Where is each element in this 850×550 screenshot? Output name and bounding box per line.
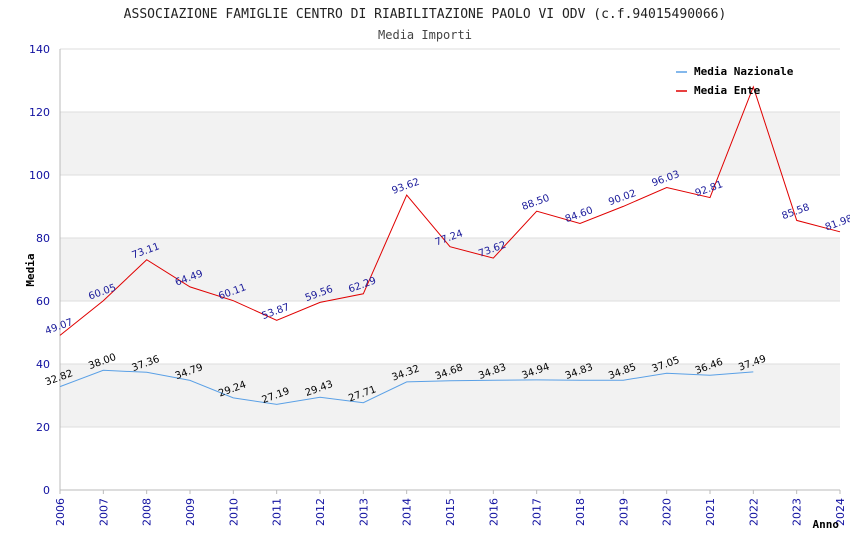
y-tick-label: 100 <box>29 169 50 182</box>
x-tick-label: 2020 <box>661 498 674 526</box>
x-tick-label: 2018 <box>574 498 587 526</box>
y-tick-label: 120 <box>29 106 50 119</box>
plot-band <box>60 238 840 301</box>
x-tick-label: 2021 <box>704 498 717 526</box>
plot-band <box>60 364 840 427</box>
x-tick-label: 2022 <box>747 498 760 526</box>
grid-lines <box>60 48 840 491</box>
plot-bands <box>60 49 840 490</box>
y-axis-ticks: 0 20 40 60 80 100 120 140 <box>29 43 50 497</box>
chart-subtitle: Media Importi <box>378 28 472 42</box>
y-tick-label: 60 <box>36 295 50 308</box>
x-tick-label: 2013 <box>357 498 370 526</box>
plot-band <box>60 175 840 238</box>
plot-band <box>60 49 840 112</box>
series-line-media-nazionale <box>59 369 754 405</box>
plot-band <box>60 112 840 175</box>
x-tick-label: 2014 <box>401 498 414 526</box>
x-tick-label: 2009 <box>184 498 197 526</box>
x-tick-label: 2024 <box>834 498 847 526</box>
x-tick-label: 2015 <box>444 498 457 526</box>
series-layer <box>59 85 841 405</box>
y-tick-label: 20 <box>36 421 50 434</box>
series-line-media-ente <box>59 85 841 336</box>
plot-band <box>60 427 840 490</box>
x-tick-label: 2016 <box>487 498 500 526</box>
y-tick-label: 0 <box>43 484 50 497</box>
plot-band <box>60 301 840 364</box>
y-tick-label: 140 <box>29 43 50 56</box>
legend-label-media-nazionale: Media Nazionale <box>694 65 794 78</box>
x-tick-label: 2008 <box>141 498 154 526</box>
x-tick-label: 2017 <box>531 498 544 526</box>
y-tick-label: 80 <box>36 232 50 245</box>
chart-title: ASSOCIAZIONE FAMIGLIE CENTRO DI RIABILIT… <box>124 7 727 22</box>
legend: Media Nazionale Media Ente <box>676 65 794 97</box>
x-tick-label: 2007 <box>97 498 110 526</box>
x-tick-label: 2019 <box>617 498 630 526</box>
legend-label-media-ente: Media Ente <box>694 84 761 97</box>
x-tick-label: 2010 <box>227 498 240 526</box>
x-tick-label: 2023 <box>791 498 804 526</box>
x-tick-label: 2006 <box>54 498 67 526</box>
x-tick-label: 2012 <box>314 498 327 526</box>
x-axis-ticks: 2006 2007 2008 2009 2010 2011 2012 2013 2014 2015… <box>54 490 847 526</box>
x-axis-label: Anno <box>813 518 840 531</box>
x-tick-label: 2011 <box>271 498 284 526</box>
y-axis-label: Media <box>24 253 37 286</box>
y-tick-label: 40 <box>36 358 50 371</box>
